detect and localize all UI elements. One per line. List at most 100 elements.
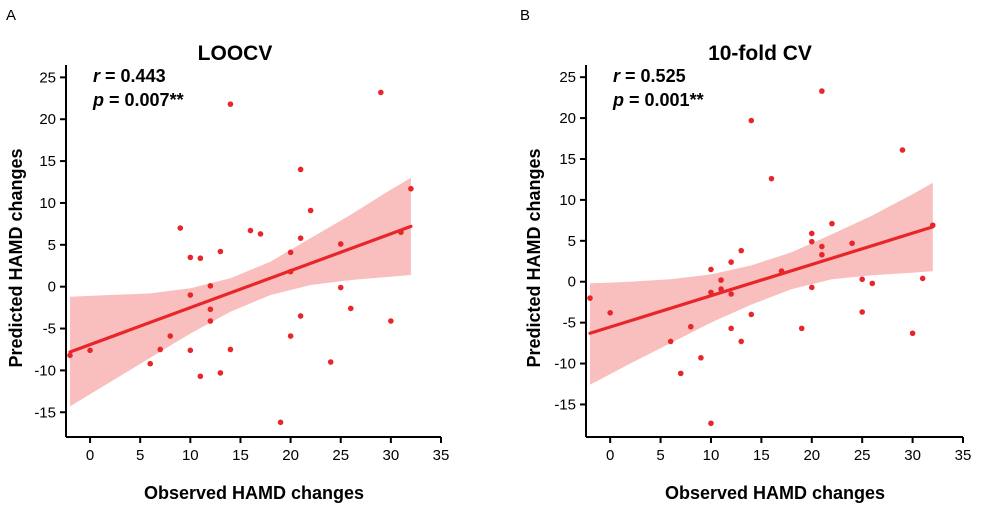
data-point-a: [337, 241, 344, 247]
data-point-a: [337, 284, 344, 291]
x-tick-label-b: 35: [955, 447, 972, 464]
data-point-b: [738, 338, 745, 345]
data-point-a: [187, 347, 194, 354]
data-point-b: [808, 284, 815, 291]
data-point-b: [808, 230, 815, 237]
data-point-b: [728, 291, 734, 297]
x-tick-label-b: 25: [854, 447, 871, 464]
data-point-a: [147, 360, 154, 367]
data-point-a: [207, 318, 214, 324]
data-point-b: [859, 309, 865, 315]
data-point-a: [247, 227, 254, 234]
data-point-a: [217, 370, 224, 376]
y-tick-label-b: 5: [568, 233, 576, 250]
data-point-a: [197, 373, 204, 380]
x-tick-label-b: 20: [803, 447, 820, 464]
data-point-b: [718, 277, 724, 283]
data-point-a: [87, 347, 93, 354]
data-point-b: [929, 222, 936, 229]
y-tick-label-b: 25: [559, 69, 576, 86]
data-point-a: [307, 207, 314, 214]
y-axis-label-a: Predicted HAMD changes: [6, 148, 26, 367]
y-tick-label-b: -15: [554, 396, 576, 413]
panel-letter-b: B: [520, 7, 530, 24]
x-tick-label-a: 0: [86, 447, 94, 464]
data-point-a: [187, 292, 194, 298]
data-point-b: [718, 286, 724, 292]
x-tick-label-a: 25: [332, 447, 349, 464]
y-tick-label-a: 20: [39, 111, 56, 128]
data-point-b: [869, 280, 876, 287]
x-tick-label-a: 30: [383, 447, 400, 464]
data-point-a: [347, 305, 354, 312]
data-point-b: [899, 147, 906, 153]
x-tick-label-b: 15: [753, 447, 770, 464]
data-point-b: [708, 266, 714, 273]
data-point-a: [327, 359, 334, 365]
data-point-a: [207, 306, 214, 313]
r-value-a: = 0.443: [105, 66, 166, 86]
data-point-b: [808, 238, 815, 245]
data-point-b: [698, 355, 704, 361]
x-tick-label-b: 30: [904, 447, 921, 464]
panel-letter-a: A: [6, 7, 16, 24]
data-point-a: [167, 333, 174, 339]
data-point-b: [859, 276, 865, 283]
p-symbol-a: p: [92, 90, 104, 110]
p-value-a: = 0.007**: [109, 90, 184, 110]
data-point-b: [688, 323, 694, 330]
y-tick-label-a: 15: [39, 153, 56, 170]
data-point-a: [287, 268, 294, 275]
data-point-a: [408, 185, 414, 192]
data-point-a: [197, 255, 204, 262]
data-point-a: [287, 333, 294, 339]
panel-a: A LOOCV Observed HAMD changes Predicted …: [6, 7, 449, 503]
x-tick-label-a: 20: [282, 447, 299, 464]
p-stat-a: p = 0.007**: [92, 90, 184, 110]
y-tick-label-a: -15: [34, 404, 56, 421]
data-point-b: [819, 243, 825, 250]
confidence-band-b: [590, 182, 933, 385]
data-point-b: [819, 88, 825, 94]
regression-line-a: [68, 224, 413, 354]
chart-title-b: 10-fold CV: [708, 42, 812, 65]
data-point-a: [257, 231, 264, 237]
p-stat-b: p = 0.001**: [612, 90, 704, 110]
data-point-a: [227, 346, 234, 353]
data-point-a: [67, 352, 73, 359]
r-value-b: = 0.525: [625, 66, 686, 86]
confidence-band-a: [70, 177, 411, 407]
r-symbol-a: r: [93, 66, 101, 86]
r-stat-a: r = 0.443: [93, 66, 166, 86]
p-value-b: = 0.001**: [629, 90, 704, 110]
x-tick-label-a: 15: [232, 447, 249, 464]
chart-title-a: LOOCV: [198, 42, 273, 65]
data-point-b: [849, 240, 855, 247]
r-symbol-b: r: [613, 66, 621, 86]
data-point-a: [378, 89, 384, 96]
panel-b: B 10-fold CV Observed HAMD changes Predi…: [520, 7, 971, 503]
x-tick-label-b: 10: [703, 447, 720, 464]
data-point-b: [738, 247, 745, 254]
data-point-b: [708, 420, 714, 427]
data-point-b: [728, 325, 734, 332]
y-axis-label-b: Predicted HAMD changes: [524, 148, 544, 367]
y-tick-label-b: 10: [559, 192, 576, 209]
data-point-b: [919, 275, 926, 282]
data-point-a: [227, 101, 234, 107]
x-tick-label-a: 35: [433, 447, 450, 464]
data-point-a: [398, 229, 404, 236]
data-point-b: [798, 325, 805, 332]
y-tick-label-a: 10: [39, 195, 56, 212]
data-point-b: [587, 295, 593, 301]
x-tick-label-b: 0: [606, 447, 614, 464]
data-point-a: [297, 166, 304, 173]
x-tick-label-a: 10: [182, 447, 199, 464]
y-tick-label-a: 25: [39, 69, 56, 86]
x-tick-label-a: 5: [136, 447, 144, 464]
y-tick-label-b: -5: [563, 315, 576, 332]
y-tick-label-a: -5: [43, 321, 56, 338]
regression-line-b: [588, 225, 935, 335]
x-tick-label-b: 5: [656, 447, 664, 464]
